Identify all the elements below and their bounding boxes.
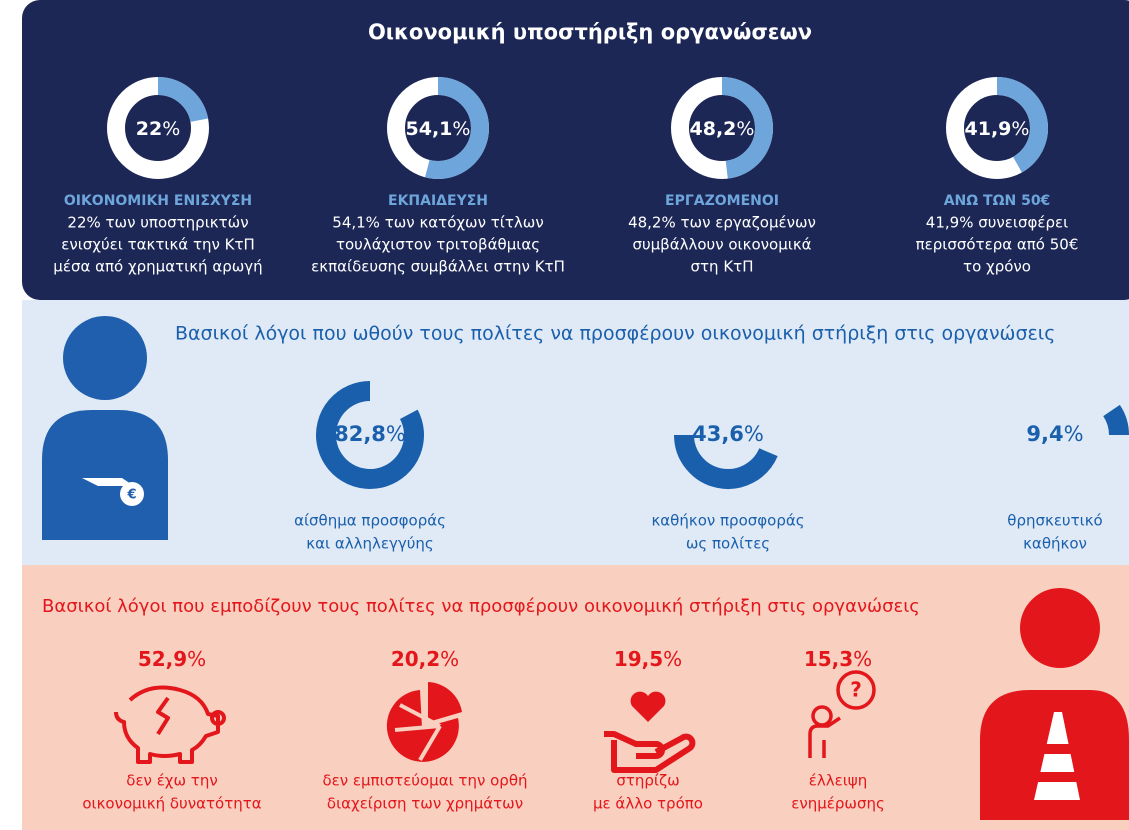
item-text: μέσα από χρηματική αρωγή	[53, 258, 262, 276]
percent-value: 52,9	[138, 647, 187, 671]
percent-value: 48,2	[690, 118, 737, 140]
percent-label: 9,4%	[1026, 422, 1083, 446]
piggy-icon	[114, 685, 226, 764]
percent-label: 54,1%	[406, 118, 471, 140]
donut-arc	[996, 77, 1048, 173]
item-heading: ΕΚΠΑΙΔΕΥΣΗ	[388, 193, 488, 209]
item-text: έλλειψη	[809, 772, 867, 790]
item-heading: ΟΙΚΟΝΟΜΙΚΗ ΕΝΙΣΧΥΣΗ	[64, 193, 252, 209]
percent-value: 20,2	[391, 647, 440, 671]
top-panel	[22, 0, 1129, 300]
middle-panel	[22, 300, 1129, 565]
percent-label: 22%	[136, 118, 181, 140]
item-text: τουλάχιστον τριτοβάθμιας	[336, 236, 540, 254]
donut-arc	[316, 381, 424, 489]
item-text: 54,1% των κατόχων τίτλων	[332, 214, 543, 232]
heart-hand-icon	[604, 691, 696, 773]
percent-unit: %	[440, 647, 459, 671]
percent-value: 54,1	[406, 118, 453, 140]
donut-arc	[425, 77, 489, 179]
item-text: 41,9% συνεισφέρει	[926, 214, 1068, 232]
item-text: δεν εμπιστεύομαι την ορθή	[322, 772, 527, 790]
item-text: στηρίζω	[616, 772, 679, 790]
svg-text:€: €	[126, 488, 136, 503]
donut-arc	[1102, 404, 1129, 436]
percent-label: 41,9%	[965, 118, 1030, 140]
item-heading: ΑΝΩ ΤΩΝ 50€	[944, 193, 1051, 209]
percent-unit: %	[452, 118, 470, 140]
percent-label: 19,5%	[614, 647, 682, 671]
item-text: περισσότερα από 50€	[916, 236, 1079, 254]
item-text: 48,2% των εργαζομένων	[628, 214, 816, 232]
percent-label: 15,3%	[804, 647, 872, 671]
item-text: 22% των υποστηρικτών	[67, 214, 248, 232]
percent-value: 82,8	[334, 422, 386, 446]
item-text: καθήκον	[1023, 535, 1087, 553]
giver-icon: €	[42, 316, 168, 540]
bottom-panel	[22, 565, 1129, 830]
item-text: το χρόνο	[963, 258, 1031, 276]
question-icon: ?	[808, 670, 876, 758]
item-text: αίσθημα προσφοράς	[294, 512, 446, 530]
item-heading: ΕΡΓΑΖΟΜΕΝΟΙ	[665, 193, 779, 209]
item-text: συμβάλλουν οικονομικά	[632, 236, 811, 254]
middle-title: Βασικοί λόγοι που ωθούν τους πολίτες να …	[175, 323, 1055, 345]
pie-icon	[386, 682, 462, 762]
percent-value: 43,6	[692, 422, 744, 446]
percent-unit: %	[162, 118, 180, 140]
percent-label: 82,8%	[334, 422, 406, 446]
item-text: ως πολίτες	[686, 535, 770, 553]
percent-value: 41,9	[965, 118, 1012, 140]
percent-unit: %	[853, 647, 872, 671]
percent-value: 22	[136, 118, 162, 140]
donut-arc	[674, 434, 778, 489]
percent-unit: %	[187, 647, 206, 671]
bottom-title: Βασικοί λόγοι που εμποδίζουν τους πολίτε…	[42, 596, 920, 617]
percent-unit: %	[744, 422, 764, 446]
percent-unit: %	[663, 647, 682, 671]
percent-value: 15,3	[804, 647, 853, 671]
svg-text:?: ?	[850, 678, 862, 702]
item-text: και αλληλεγγύης	[306, 535, 433, 553]
percent-value: 19,5	[614, 647, 663, 671]
item-text: καθήκον προσφοράς	[651, 512, 804, 530]
donut-arc	[721, 77, 773, 179]
percent-unit: %	[1011, 118, 1029, 140]
percent-label: 43,6%	[692, 422, 764, 446]
percent-value: 9,4	[1026, 422, 1063, 446]
item-text: ενισχύει τακτικά την ΚτΠ	[61, 236, 255, 254]
item-text: με άλλο τρόπο	[593, 795, 703, 813]
item-text: ενημέρωσης	[791, 795, 885, 813]
top-title: Οικονομική υποστήριξη οργανώσεων	[368, 20, 812, 44]
item-text: εκπαίδευσης συμβάλλει στην ΚτΠ	[311, 258, 565, 276]
percent-label: 52,9%	[138, 647, 206, 671]
item-text: δεν έχω την	[126, 772, 217, 790]
percent-unit: %	[386, 422, 406, 446]
percent-unit: %	[1064, 422, 1084, 446]
item-text: θρησκευτικό	[1007, 512, 1102, 530]
percent-label: 20,2%	[391, 647, 459, 671]
item-text: στη ΚτΠ	[691, 258, 754, 276]
item-text: διαχείριση των χρημάτων	[327, 795, 523, 813]
item-text: οικονομική δυνατότητα	[82, 795, 261, 813]
percent-label: 48,2%	[690, 118, 755, 140]
barrier-icon	[980, 588, 1129, 820]
donut-arc	[157, 77, 209, 123]
percent-unit: %	[736, 118, 754, 140]
